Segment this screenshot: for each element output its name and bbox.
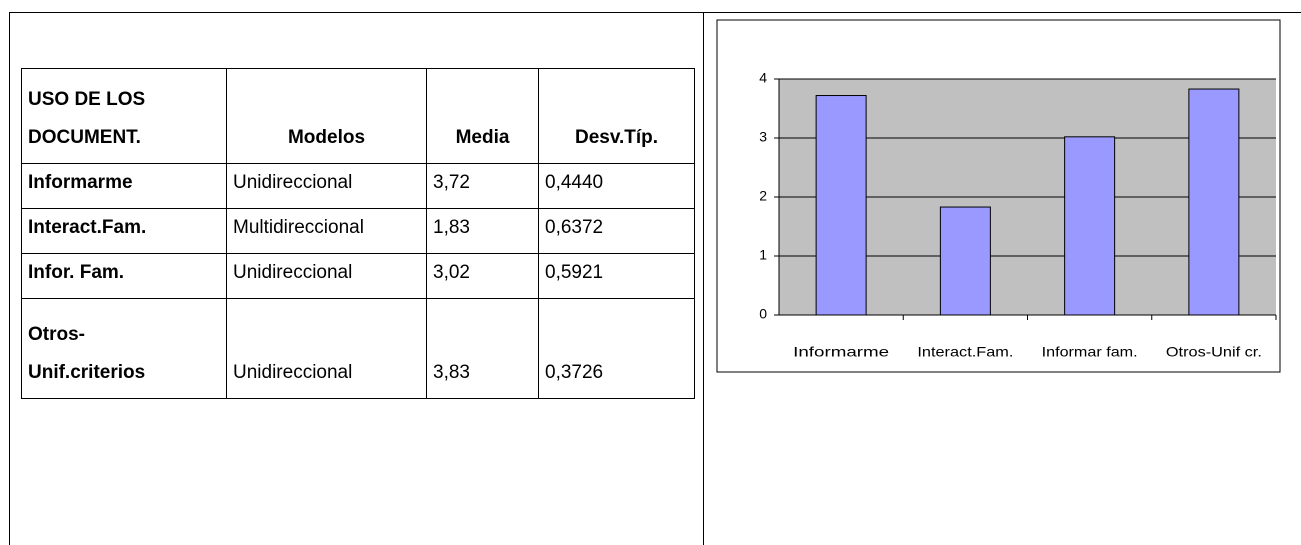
table-cell: 0,4440 bbox=[538, 163, 695, 209]
bar bbox=[939, 206, 991, 316]
x-tick-label: Informarme bbox=[793, 344, 889, 360]
table-row: Interact.Fam. Multidireccional 1,83 0,6372 bbox=[21, 208, 695, 254]
table-cell: Informarme bbox=[21, 163, 227, 209]
cell-text: Unidireccional bbox=[233, 362, 353, 383]
y-tick-label: 2 bbox=[759, 188, 767, 204]
cell-text: 0,4440 bbox=[545, 172, 604, 193]
table-cell: Multidireccional bbox=[226, 208, 427, 254]
x-tick-label: Informar fam. bbox=[1042, 344, 1138, 360]
table-cell: Desv.Típ. bbox=[538, 68, 695, 164]
cell-text: 0,3726 bbox=[545, 362, 604, 383]
table-cell: 3,83 bbox=[426, 298, 539, 399]
table-row: Informarme Unidireccional 3,72 0,4440 bbox=[21, 163, 695, 209]
table-cell: 0,5921 bbox=[538, 253, 695, 299]
header-row: USO DE LOS DOCUMENT. Modelos Media Desv.Típ. bbox=[21, 68, 695, 164]
cell-text: Multidireccional bbox=[233, 217, 364, 238]
y-tick-label: 1 bbox=[759, 247, 767, 263]
cell-text: Unidireccional bbox=[233, 262, 353, 283]
table-cell: Otros- Unif.criterios bbox=[21, 298, 227, 399]
bar bbox=[1064, 136, 1116, 316]
cell-text: DOCUMENT. bbox=[28, 127, 141, 148]
table-cell: 0,3726 bbox=[538, 298, 695, 399]
cell-text: Desv.Típ. bbox=[574, 127, 659, 148]
cell-text: Otros- bbox=[28, 324, 85, 345]
cell-text: 3,02 bbox=[433, 262, 470, 283]
table-row: Infor. Fam. Unidireccional 3,02 0,5921 bbox=[21, 253, 695, 299]
table-cell: Media bbox=[426, 68, 539, 164]
cell-text: USO DE LOS bbox=[28, 89, 146, 110]
y-tick-label: 4 bbox=[759, 70, 767, 86]
y-tick-label: 3 bbox=[759, 129, 767, 145]
cell-text: 3,83 bbox=[433, 362, 470, 383]
frame-divider bbox=[703, 12, 704, 545]
table-cell: USO DE LOS DOCUMENT. bbox=[21, 68, 227, 164]
cell-text: 1,83 bbox=[433, 217, 470, 238]
cell-text: 0,6372 bbox=[545, 217, 604, 238]
table-cell: Unidireccional bbox=[226, 253, 427, 299]
cell-text: Unif.criterios bbox=[28, 362, 146, 383]
stats-table: USO DE LOS DOCUMENT. Modelos Media Desv.Típ.… bbox=[21, 68, 695, 399]
table-cell: 0,6372 bbox=[538, 208, 695, 254]
frame-border bbox=[9, 12, 1301, 13]
cell-text: Informarme bbox=[28, 172, 133, 193]
table-cell: Modelos bbox=[226, 68, 427, 164]
table-cell: Interact.Fam. bbox=[21, 208, 227, 254]
x-tick-label: Interact.Fam. bbox=[917, 344, 1013, 360]
frame-border bbox=[9, 12, 10, 545]
cell-text: 0,5921 bbox=[545, 262, 604, 283]
bar bbox=[815, 95, 867, 316]
cell-text: Interact.Fam. bbox=[28, 217, 147, 238]
cell-text: Infor. Fam. bbox=[28, 262, 125, 283]
cell-text: Modelos bbox=[287, 127, 366, 148]
table-cell: 1,83 bbox=[426, 208, 539, 254]
table-cell: Infor. Fam. bbox=[21, 253, 227, 299]
x-tick-label: Otros-Unif cr. bbox=[1166, 344, 1262, 360]
cell-text: Media bbox=[455, 127, 510, 148]
cell-text: 3,72 bbox=[433, 172, 470, 193]
table-cell: Unidireccional bbox=[226, 298, 427, 399]
table-row: Otros- Unif.criterios Unidireccional 3,83 0,… bbox=[21, 298, 695, 399]
cell-text: Unidireccional bbox=[233, 172, 353, 193]
y-tick-label: 0 bbox=[759, 306, 767, 322]
table-cell: 3,72 bbox=[426, 163, 539, 209]
bar bbox=[1188, 88, 1240, 316]
